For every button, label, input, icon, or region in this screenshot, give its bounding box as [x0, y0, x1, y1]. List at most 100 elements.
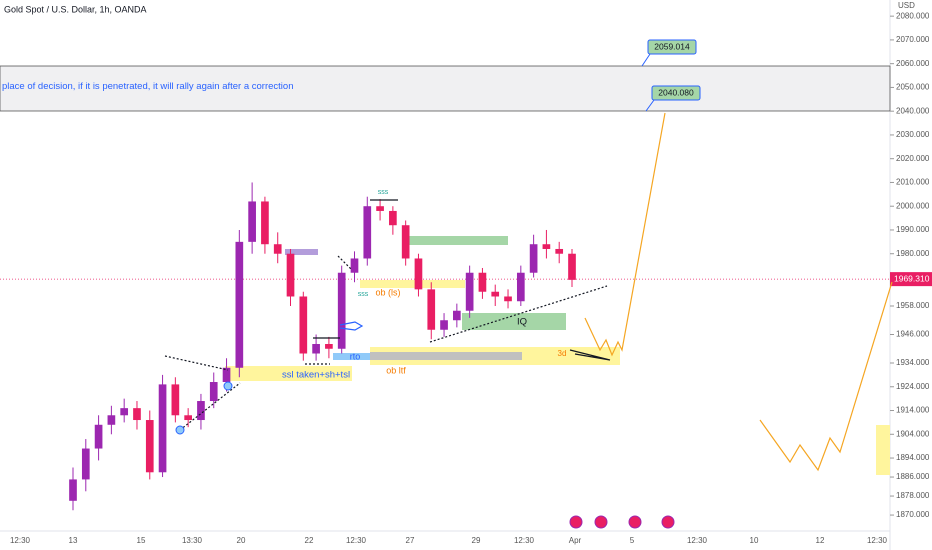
candle-body	[235, 241, 244, 368]
y-tick-label: 2020.000	[896, 154, 930, 163]
candle-body	[171, 384, 180, 416]
event-icon	[569, 515, 583, 529]
x-tick-label: 12:30	[10, 536, 31, 545]
yellow-box	[876, 425, 890, 475]
blue-box	[333, 353, 370, 360]
x-tick-label: 12	[816, 536, 825, 545]
candle-body	[120, 408, 129, 416]
candle-body	[286, 253, 295, 297]
candle-body	[209, 382, 218, 402]
chart-title: Gold Spot / U.S. Dollar, 1h, OANDA	[4, 4, 147, 14]
trend-line	[164, 355, 229, 371]
arrow	[569, 349, 611, 361]
candle-body	[376, 206, 384, 211]
y-tick-label: 2070.000	[896, 35, 930, 44]
y-tick-label: 1958.000	[896, 301, 930, 310]
y-tick-label: 1870.000	[896, 510, 930, 519]
annotation: ob ltf	[386, 365, 406, 375]
trend-line	[337, 255, 353, 271]
candle-body	[453, 310, 461, 321]
yellow-box	[225, 366, 352, 381]
x-tick-label: Apr	[569, 536, 582, 545]
x-tick-label: 10	[750, 536, 759, 545]
annotation: ssl taken+sh+tsl	[282, 370, 350, 381]
projection	[584, 112, 666, 357]
x-tick-label: 12:30	[867, 536, 888, 545]
plot: 2080.000 2070.000 2060.000 2050.000 2040.000…	[0, 11, 932, 545]
annotation: IQ	[517, 317, 527, 328]
overlays: 2059.014 2040.080 sss sss ob (ls) ssl taken+s…	[164, 39, 893, 529]
candle-body	[273, 244, 282, 254]
candle-body	[261, 201, 269, 245]
candle-body	[542, 244, 551, 249]
candle-body	[133, 408, 141, 421]
current-price-label: 1969.310	[894, 273, 930, 283]
candle-body	[568, 253, 576, 280]
x-tick-label: 5	[630, 536, 635, 545]
candle-body	[325, 344, 333, 349]
green-box	[405, 236, 508, 245]
currency: USD	[898, 1, 915, 10]
decision-zone	[0, 65, 891, 112]
drawings: place of decision, if it is penetrated, …	[0, 65, 891, 475]
yellow-box	[360, 280, 465, 288]
x-tick-label: 13	[69, 536, 78, 545]
x-tick-label: 20	[237, 536, 246, 545]
x-tick-label: 13:30	[182, 536, 203, 545]
candle-body	[107, 415, 116, 425]
green-box	[462, 313, 566, 330]
purple-box	[285, 249, 318, 255]
callout-label: 2059.014	[654, 41, 690, 51]
x-tick-label: 12:30	[346, 536, 367, 545]
projection	[759, 281, 893, 472]
y-tick-label: 2010.000	[896, 178, 930, 187]
y-tick-label: 1894.000	[896, 453, 930, 462]
y-tick-label: 1886.000	[896, 472, 930, 481]
annotation: sss	[378, 189, 389, 196]
annotation: rto	[350, 351, 361, 361]
x-tick-label: 22	[305, 536, 314, 545]
candle-body	[491, 291, 500, 297]
event-icon	[661, 515, 675, 529]
y-tick-label: 2080.000	[896, 11, 930, 20]
callout-box	[647, 39, 697, 55]
y-tick-label: 1904.000	[896, 429, 930, 438]
callout-pointer	[641, 53, 651, 67]
candle-body	[529, 244, 538, 273]
x-tick-label: 29	[472, 536, 481, 545]
candle-body	[414, 258, 423, 290]
candle-body	[401, 225, 410, 259]
callout-pointer	[645, 99, 655, 112]
annotation: ob (ls)	[375, 287, 400, 297]
y-tick-label: 1878.000	[896, 491, 930, 500]
y-tick-label: 1980.000	[896, 249, 930, 258]
event-icon	[628, 515, 642, 529]
candle-body	[516, 272, 525, 302]
candle-body	[145, 420, 154, 473]
candle-body	[427, 289, 436, 330]
candle-body	[184, 415, 192, 421]
zone-note: place of decision, if it is penetrated, …	[2, 81, 293, 92]
candle-body	[440, 320, 448, 330]
y-tick-label: 1914.000	[896, 406, 930, 415]
x-tick-label: 15	[137, 536, 146, 545]
candle-body	[312, 344, 320, 354]
y-tick-label: 1924.000	[896, 382, 930, 391]
candle-body	[299, 296, 308, 354]
y-tick-label: 1946.000	[896, 330, 930, 339]
candle-body	[465, 272, 474, 311]
annotation: 3d	[558, 349, 567, 358]
y-tick-label: 2000.000	[896, 201, 930, 210]
event-icon	[594, 515, 608, 529]
ellipse	[339, 321, 364, 331]
x-tick-label: 12:30	[687, 536, 708, 545]
candle-body	[81, 448, 90, 480]
callout-box	[651, 85, 701, 101]
y-tick-label: 2030.000	[896, 130, 930, 139]
callout-label: 2040.080	[658, 87, 694, 97]
y-tick-label: 2060.000	[896, 59, 930, 68]
y-tick-label: 1990.000	[896, 225, 930, 234]
trend-line	[429, 285, 608, 343]
candle-body	[222, 367, 231, 383]
candle-body	[555, 248, 564, 254]
